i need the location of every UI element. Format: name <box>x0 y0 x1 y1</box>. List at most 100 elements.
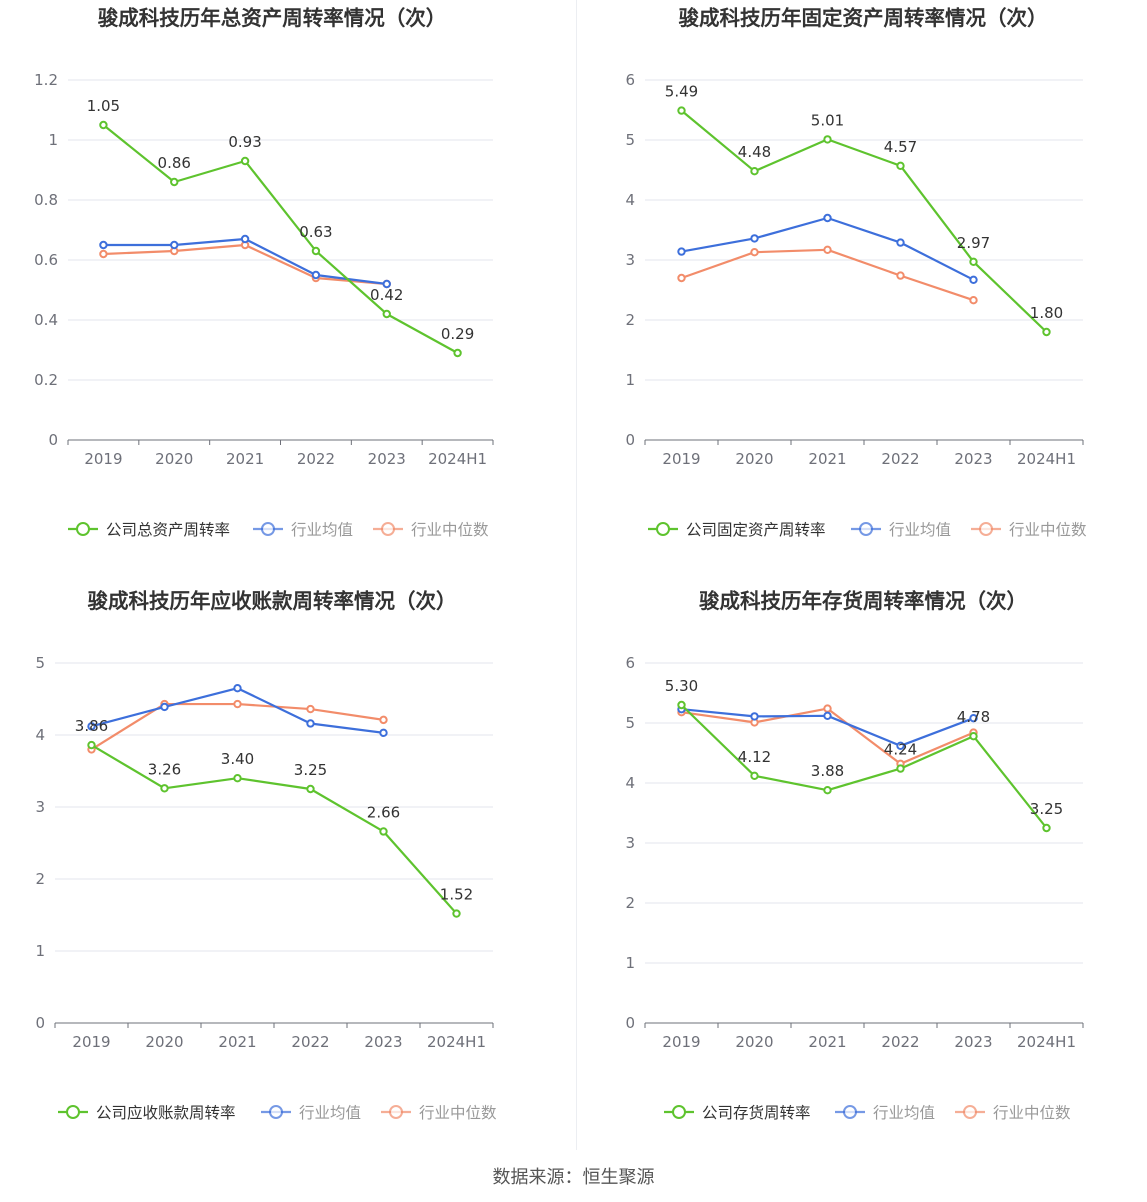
data-point-company[interactable] <box>750 771 759 781</box>
data-point-company[interactable] <box>311 246 321 256</box>
y-tick-label: 0.8 <box>34 191 58 209</box>
legend-item-median[interactable]: 行业中位数 <box>381 1104 497 1122</box>
series-line-company <box>90 744 458 915</box>
legend-item-company[interactable]: 公司存货周转率 <box>664 1104 811 1122</box>
legend-item-median[interactable]: 行业中位数 <box>373 521 489 539</box>
data-point-median[interactable] <box>750 248 759 257</box>
data-point-avg[interactable] <box>969 275 978 284</box>
data-point-avg[interactable] <box>969 714 978 723</box>
data-point-avg[interactable] <box>382 279 391 289</box>
y-tick-label: 4 <box>625 191 635 209</box>
data-label: 4.48 <box>738 143 771 161</box>
data-point-avg[interactable] <box>99 240 108 250</box>
x-tick-label: 2024H1 <box>428 450 487 468</box>
legend-item-company[interactable]: 公司应收账款周转率 <box>58 1103 236 1122</box>
x-tick-label: 2024H1 <box>1017 450 1076 468</box>
data-point-company[interactable] <box>87 740 96 750</box>
legend-label: 公司存货周转率 <box>702 1104 811 1122</box>
legend-item-median[interactable]: 行业中位数 <box>971 521 1087 539</box>
x-tick-label: 2021 <box>808 450 846 468</box>
legend-item-company[interactable]: 公司固定资产周转率 <box>648 521 826 539</box>
legend-item-median[interactable]: 行业中位数 <box>955 1104 1071 1122</box>
data-point-company[interactable] <box>896 161 905 171</box>
data-point-company[interactable] <box>1042 327 1051 337</box>
chart-svg: 骏成科技历年总资产周转率情况（次） 0 0.2 0.4 0.6 0.8 1 1.2 2019 20… <box>34 6 494 539</box>
x-tick-label: 2020 <box>735 450 773 468</box>
data-point-company[interactable] <box>896 764 905 773</box>
data-point-company[interactable] <box>823 786 832 795</box>
data-label: 3.40 <box>221 750 254 768</box>
data-point-avg[interactable] <box>170 240 179 250</box>
data-point-company[interactable] <box>160 784 169 793</box>
y-tick-label: 1 <box>48 131 58 149</box>
data-point-avg[interactable] <box>750 712 759 721</box>
chart-svg: 骏成科技历年存货周转率情况（次） 0 1 2 3 4 5 6 2019 2020 2021 2022 2… <box>625 589 1084 1122</box>
data-point-median[interactable] <box>823 245 832 255</box>
data-point-company[interactable] <box>306 784 315 794</box>
legend-item-avg[interactable]: 行业均值 <box>851 521 951 539</box>
legend-label: 行业中位数 <box>1009 521 1087 539</box>
legend-label: 行业均值 <box>291 521 353 539</box>
data-point-company[interactable] <box>823 135 832 144</box>
legend-label: 行业中位数 <box>419 1104 497 1122</box>
data-point-median[interactable] <box>677 273 686 283</box>
data-point-median[interactable] <box>99 249 108 259</box>
data-point-avg[interactable] <box>233 684 242 693</box>
data-point-median[interactable] <box>306 704 315 714</box>
data-label: 5.01 <box>811 111 844 129</box>
y-tick-label: 2 <box>35 870 45 888</box>
y-tick-label: 1.2 <box>34 71 58 89</box>
data-point-company[interactable] <box>379 827 388 836</box>
data-point-company[interactable] <box>382 309 391 319</box>
y-tick-label: 0.6 <box>34 251 58 269</box>
data-point-company[interactable] <box>1042 823 1051 833</box>
data-point-company[interactable] <box>233 774 242 783</box>
y-tick-label: 5 <box>625 131 635 149</box>
chart-svg: 骏成科技历年固定资产周转率情况（次） 0 1 2 3 4 5 6 2019 2020 2021 202… <box>625 6 1087 539</box>
data-point-median[interactable] <box>896 271 905 280</box>
data-point-avg[interactable] <box>311 270 321 280</box>
chart-title: 骏成科技历年应收账款周转率情况（次） <box>88 589 457 613</box>
data-point-avg[interactable] <box>240 234 250 244</box>
legend-item-avg[interactable]: 行业均值 <box>261 1104 361 1122</box>
data-label: 0.42 <box>370 286 403 304</box>
y-tick-label: 3 <box>625 251 635 269</box>
data-label: 3.25 <box>294 761 327 779</box>
data-point-company[interactable] <box>240 156 250 166</box>
data-point-avg[interactable] <box>87 722 96 731</box>
legend-item-avg[interactable]: 行业均值 <box>835 1104 935 1122</box>
data-point-company[interactable] <box>452 909 461 918</box>
y-tick-label: 1 <box>625 954 635 972</box>
legend-item-company[interactable]: 公司总资产周转率 <box>68 521 230 539</box>
x-tick-label: 2022 <box>297 450 335 468</box>
data-point-company[interactable] <box>677 106 686 115</box>
data-point-avg[interactable] <box>750 234 759 243</box>
data-point-avg[interactable] <box>896 238 905 247</box>
data-point-company[interactable] <box>453 348 462 358</box>
x-tick-label: 2024H1 <box>427 1033 486 1051</box>
data-point-company[interactable] <box>969 257 978 266</box>
data-point-avg[interactable] <box>306 719 315 728</box>
data-point-avg[interactable] <box>823 711 832 721</box>
x-tick-label: 2024H1 <box>1017 1033 1076 1051</box>
data-point-avg[interactable] <box>160 702 169 712</box>
data-point-avg[interactable] <box>677 247 686 256</box>
data-point-avg[interactable] <box>823 213 832 223</box>
data-point-company[interactable] <box>99 120 108 130</box>
series-line-company <box>102 124 459 354</box>
data-point-median[interactable] <box>823 704 832 713</box>
data-point-company[interactable] <box>677 700 686 710</box>
data-point-company[interactable] <box>750 167 759 176</box>
data-point-median[interactable] <box>969 296 978 305</box>
data-point-company[interactable] <box>969 732 978 741</box>
y-tick-label: 0.4 <box>34 311 58 329</box>
legend-label: 行业中位数 <box>993 1104 1071 1122</box>
data-point-median[interactable] <box>379 715 388 725</box>
legend-item-avg[interactable]: 行业均值 <box>253 521 353 539</box>
data-point-avg[interactable] <box>896 741 905 751</box>
data-point-company[interactable] <box>170 177 179 187</box>
data-point-median[interactable] <box>233 699 242 709</box>
legend-label: 公司固定资产周转率 <box>686 521 826 539</box>
data-label: 1.52 <box>440 886 473 904</box>
data-point-avg[interactable] <box>379 728 388 738</box>
